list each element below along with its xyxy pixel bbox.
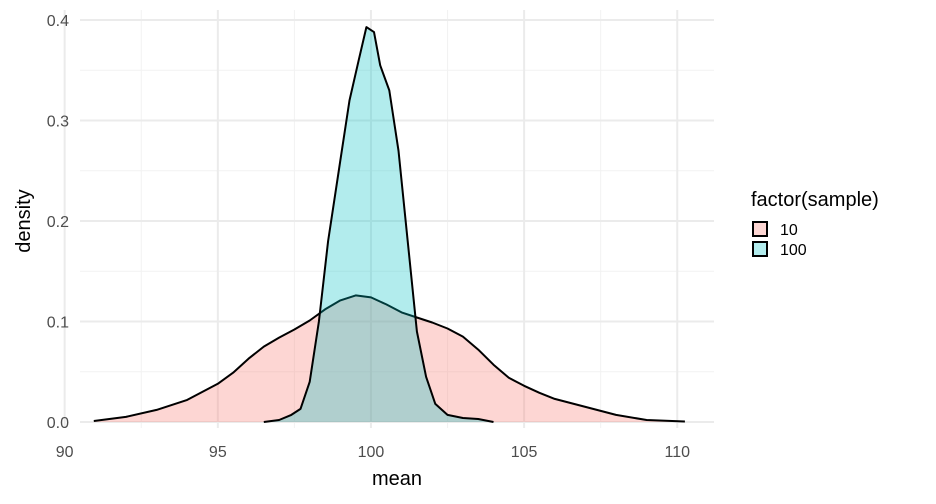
y-axis-tick-labels: 0.0 0.1 0.2 0.3 0.4 (47, 13, 69, 432)
x-tick-label: 95 (209, 444, 227, 461)
y-tick-label: 0.1 (47, 314, 69, 331)
x-tick-label: 110 (664, 444, 690, 461)
y-tick-label: 0.4 (47, 13, 69, 30)
legend-key-background (753, 242, 767, 256)
legend-title: factor(sample) (751, 189, 879, 211)
legend-item-100: 100 (752, 241, 807, 259)
legend-key-background (753, 222, 767, 236)
y-tick-label: 0.3 (47, 114, 69, 131)
y-tick-label: 0.2 (47, 214, 69, 231)
x-tick-label: 105 (511, 444, 538, 461)
legend-key-10 (752, 221, 768, 237)
density-line-10 (93, 294, 685, 423)
minor-gridlines (80, 10, 714, 428)
density-area-100 (263, 27, 494, 422)
legend-label-100: 100 (780, 242, 807, 259)
y-axis-title: density (13, 189, 35, 252)
y-tick-label: 0.0 (47, 415, 69, 432)
x-axis-tick-labels: 90 95 100 105 110 (56, 444, 690, 461)
x-tick-label: 100 (358, 444, 385, 461)
major-gridlines (63, 10, 714, 428)
x-axis-title: mean (372, 468, 422, 490)
legend-key-100 (752, 241, 768, 257)
density-line-100 (263, 26, 494, 423)
density-areas (93, 26, 685, 423)
legend-item-10: 10 (752, 221, 798, 239)
legend-label-10: 10 (780, 222, 798, 239)
x-tick-label: 90 (56, 444, 74, 461)
density-area-10 (93, 295, 685, 422)
